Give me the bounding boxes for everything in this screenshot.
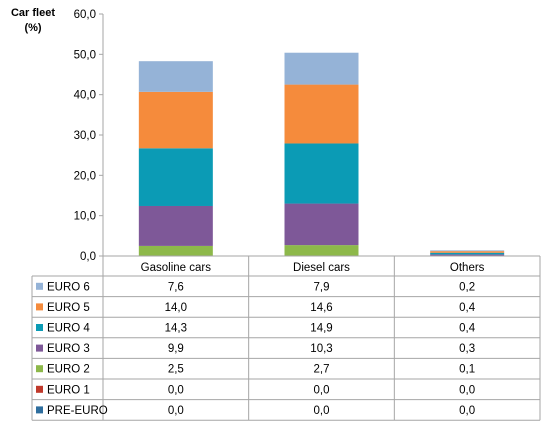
data-value-label: 0,0 [314,405,330,417]
bar-segment-euro-3 [284,203,359,246]
y-tick-label: 40,0 [74,90,96,102]
bar-segment-euro-5 [284,84,359,144]
bar-segment-euro-3 [138,205,213,246]
data-value-label: 0,0 [314,384,330,396]
bar-segment-euro-5 [138,91,213,149]
data-value-label: 0,3 [459,343,475,355]
legend-key [36,282,43,290]
legend-label: EURO 5 [47,302,90,314]
data-value-label: 7,9 [314,281,330,293]
legend-key [36,365,43,373]
data-value-label: 2,7 [314,364,330,376]
bar-segment-euro-6 [284,52,359,85]
category-label: Others [450,262,485,274]
legend-label: EURO 4 [47,323,90,335]
data-value-label: 0,0 [168,405,184,417]
data-value-label: 0,0 [459,384,475,396]
y-axis-label-line2: (%) [24,22,42,34]
data-value-label: 2,5 [168,364,184,376]
legend-key [36,324,43,331]
legend-label: PRE-EURO [47,405,108,417]
category-label: Gasoline cars [141,262,212,274]
data-value-label: 14,0 [165,302,187,314]
bar-segment-euro-4 [138,148,213,206]
y-tick-label: 30,0 [74,130,96,142]
data-value-label: 0,0 [459,405,475,417]
data-value-label: 14,6 [310,302,332,314]
bar-segment-euro-3 [430,254,505,256]
legend-key [36,344,43,352]
data-value-label: 10,3 [310,343,332,355]
legend-key [36,385,43,393]
data-value-label: 0,2 [459,281,475,293]
y-tick-label: 50,0 [74,49,96,61]
category-label: Diesel cars [293,262,350,274]
legend-label: EURO 2 [47,364,90,376]
bar-segment-euro-4 [284,143,359,204]
y-axis-label: Car fleet (%) [6,6,60,36]
data-value-label: 14,3 [165,323,187,335]
data-value-label: 0,0 [168,384,184,396]
data-value-label: 0,1 [459,364,475,376]
data-value-label: 0,4 [459,302,476,314]
legend-key [36,303,43,311]
bar-segment-euro-6 [430,250,505,252]
y-axis-label-line1: Car fleet [10,7,56,19]
legend-label: EURO 1 [47,384,90,396]
legend-label: EURO 6 [47,281,90,293]
bar-segment-euro-6 [138,61,213,92]
data-value-label: 14,9 [310,323,332,335]
data-value-label: 9,9 [168,343,184,355]
legend-label: EURO 3 [47,343,90,355]
data-value-label: 0,4 [459,323,476,335]
bar-segment-euro-2 [138,245,213,256]
y-tick-label: 20,0 [74,170,96,182]
bar-segment-euro-5 [430,251,505,253]
data-value-label: 7,6 [168,281,184,293]
y-tick-label: 60,0 [74,9,96,21]
legend-key [36,406,43,414]
bar-segment-euro-2 [284,245,359,256]
y-tick-label: 10,0 [74,211,96,223]
y-tick-label: 0,0 [80,251,96,263]
bar-segment-euro-4 [430,252,505,255]
